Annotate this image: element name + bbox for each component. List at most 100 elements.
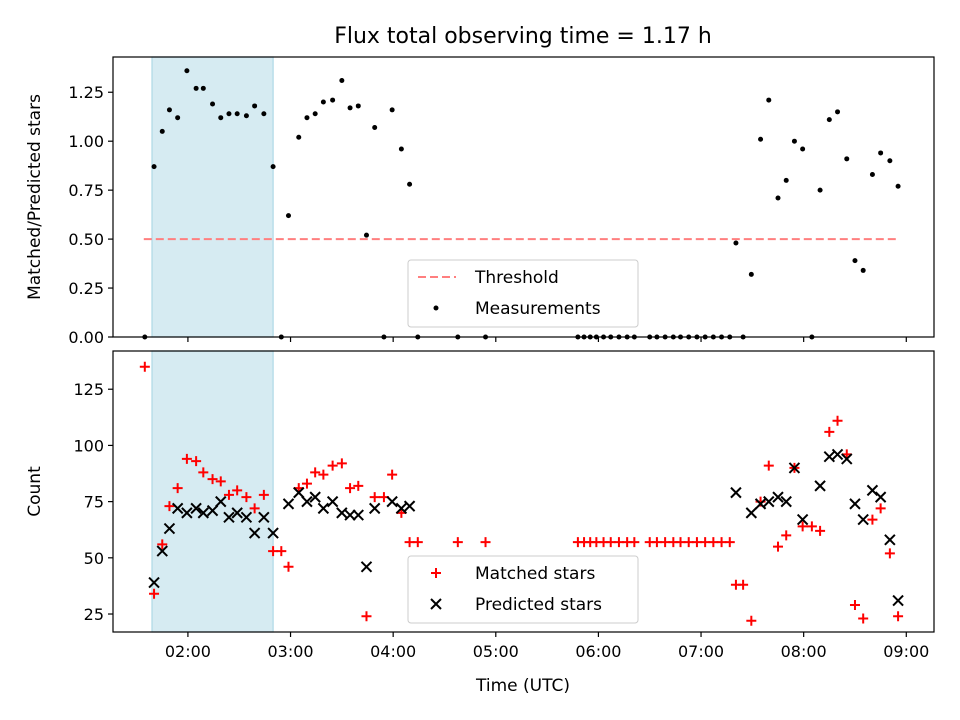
bottom-data-point: [156, 545, 168, 557]
bottom-data-point: [164, 501, 175, 512]
bottom-data-point: [197, 507, 210, 519]
bottom-data-point: [858, 613, 869, 624]
top-data-point: [261, 111, 267, 117]
bottom-data-point: [301, 478, 312, 489]
bottom-data-point: [282, 498, 295, 510]
top-data-point: [312, 111, 318, 117]
bottom-data-point: [841, 453, 853, 465]
bottom-panel: 25 50 75 100 125 02:00 03:00 04:00 05:00 06:00 07:…: [25, 350, 935, 661]
top-y-tick-label: 0.00: [68, 328, 104, 347]
bottom-data-point: [327, 460, 338, 471]
bottom-data-point: [293, 486, 305, 499]
top-data-point: [200, 85, 206, 91]
top-data-point: [285, 213, 291, 219]
bottom-data-point: [172, 483, 183, 494]
top-data-point: [887, 158, 893, 164]
top-y-tick-label: 1.00: [68, 132, 104, 151]
bottom-data-point: [788, 462, 801, 474]
top-data-point: [852, 258, 858, 264]
bottom-data-point: [206, 504, 219, 517]
top-legend-box: [407, 259, 639, 328]
bottom-data-point: [746, 615, 757, 626]
top-data-point: [226, 111, 232, 117]
bottom-data-point: [326, 495, 339, 508]
bottom-data-point: [823, 450, 836, 463]
bottom-data-point: [267, 527, 279, 539]
top-data-point: [860, 267, 866, 273]
top-data-point: [234, 111, 240, 117]
top-data-point: [817, 187, 823, 193]
top-data-point: [296, 134, 302, 140]
bottom-data-point: [806, 521, 817, 532]
top-data-point: [398, 146, 404, 152]
bottom-data-point: [249, 503, 260, 514]
bottom-data-point: [190, 502, 202, 515]
top-data-point: [210, 101, 216, 107]
top-y-tick-label: 0.25: [68, 279, 104, 298]
bottom-data-point: [258, 489, 269, 500]
bottom-data-point: [163, 522, 176, 535]
top-data-point: [252, 103, 258, 109]
bottom-data-point: [480, 537, 491, 548]
top-y-tick-label: 1.25: [68, 83, 104, 102]
top-data-point: [372, 124, 378, 130]
top-data-point: [339, 77, 345, 83]
top-data-point: [151, 164, 157, 170]
top-data-point: [895, 183, 901, 189]
top-shaded-interval: [151, 56, 274, 338]
top-data-point: [869, 171, 875, 177]
bottom-data-point: [232, 485, 243, 496]
bottom-data-point: [240, 511, 253, 524]
bottom-data-point: [849, 498, 861, 510]
bottom-x-tick-label: 05:00: [473, 642, 519, 661]
bottom-y-tick-label: 75: [84, 493, 104, 512]
bottom-data-point: [171, 502, 184, 515]
top-data-point: [783, 177, 789, 183]
bottom-data-point: [198, 467, 209, 478]
bottom-data-point: [309, 491, 321, 503]
bottom-data-point: [336, 507, 348, 519]
bottom-data-point: [745, 507, 758, 519]
top-y-tick-label: 0.75: [68, 181, 104, 200]
bottom-axes-frame: [112, 350, 935, 633]
bottom-data-point: [780, 495, 792, 508]
bottom-data-point: [361, 611, 372, 622]
bottom-data-point: [773, 541, 784, 552]
bottom-data-point: [875, 503, 886, 514]
bottom-data-point: [403, 500, 416, 512]
bottom-data-point: [241, 492, 252, 503]
top-panel: 0.00 0.25 0.50 0.75 1.00 1.25 Matched/Predicte…: [25, 56, 935, 347]
top-data-point: [363, 232, 369, 238]
top-y-tick-label: 0.50: [68, 230, 104, 249]
top-data-point: [407, 181, 413, 187]
bottom-data-point: [148, 576, 160, 589]
top-data-point: [330, 97, 336, 103]
bottom-data-point: [215, 495, 227, 508]
bottom-data-point: [283, 561, 294, 572]
bottom-data-point: [181, 507, 193, 519]
bottom-x-tick-label: 07:00: [678, 642, 724, 661]
top-data-point: [389, 107, 395, 113]
x-axis-label: Time (UTC): [475, 676, 570, 696]
bottom-data-point: [181, 453, 192, 464]
bottom-data-point: [893, 611, 904, 622]
bottom-data-point: [157, 539, 168, 550]
bottom-data-point: [369, 492, 380, 503]
bottom-data-point: [360, 561, 373, 573]
bottom-data-point: [301, 495, 313, 508]
bottom-data-point: [724, 537, 735, 548]
bottom-data-point: [352, 509, 364, 521]
top-data-point: [175, 115, 181, 121]
bottom-legend-plus-swatch: [431, 568, 441, 578]
bottom-data-point: [368, 502, 381, 515]
bottom-y-tick-label: 125: [73, 380, 104, 399]
bottom-data-point: [738, 579, 749, 590]
bottom-data-point: [248, 527, 261, 539]
bottom-data-point: [874, 491, 887, 503]
bottom-data-point: [139, 361, 150, 372]
bottom-x-tick-label: 04:00: [370, 642, 416, 661]
bottom-data-point: [452, 537, 463, 548]
bottom-x-tick-label: 02:00: [165, 642, 211, 661]
bottom-data-point: [832, 415, 843, 426]
